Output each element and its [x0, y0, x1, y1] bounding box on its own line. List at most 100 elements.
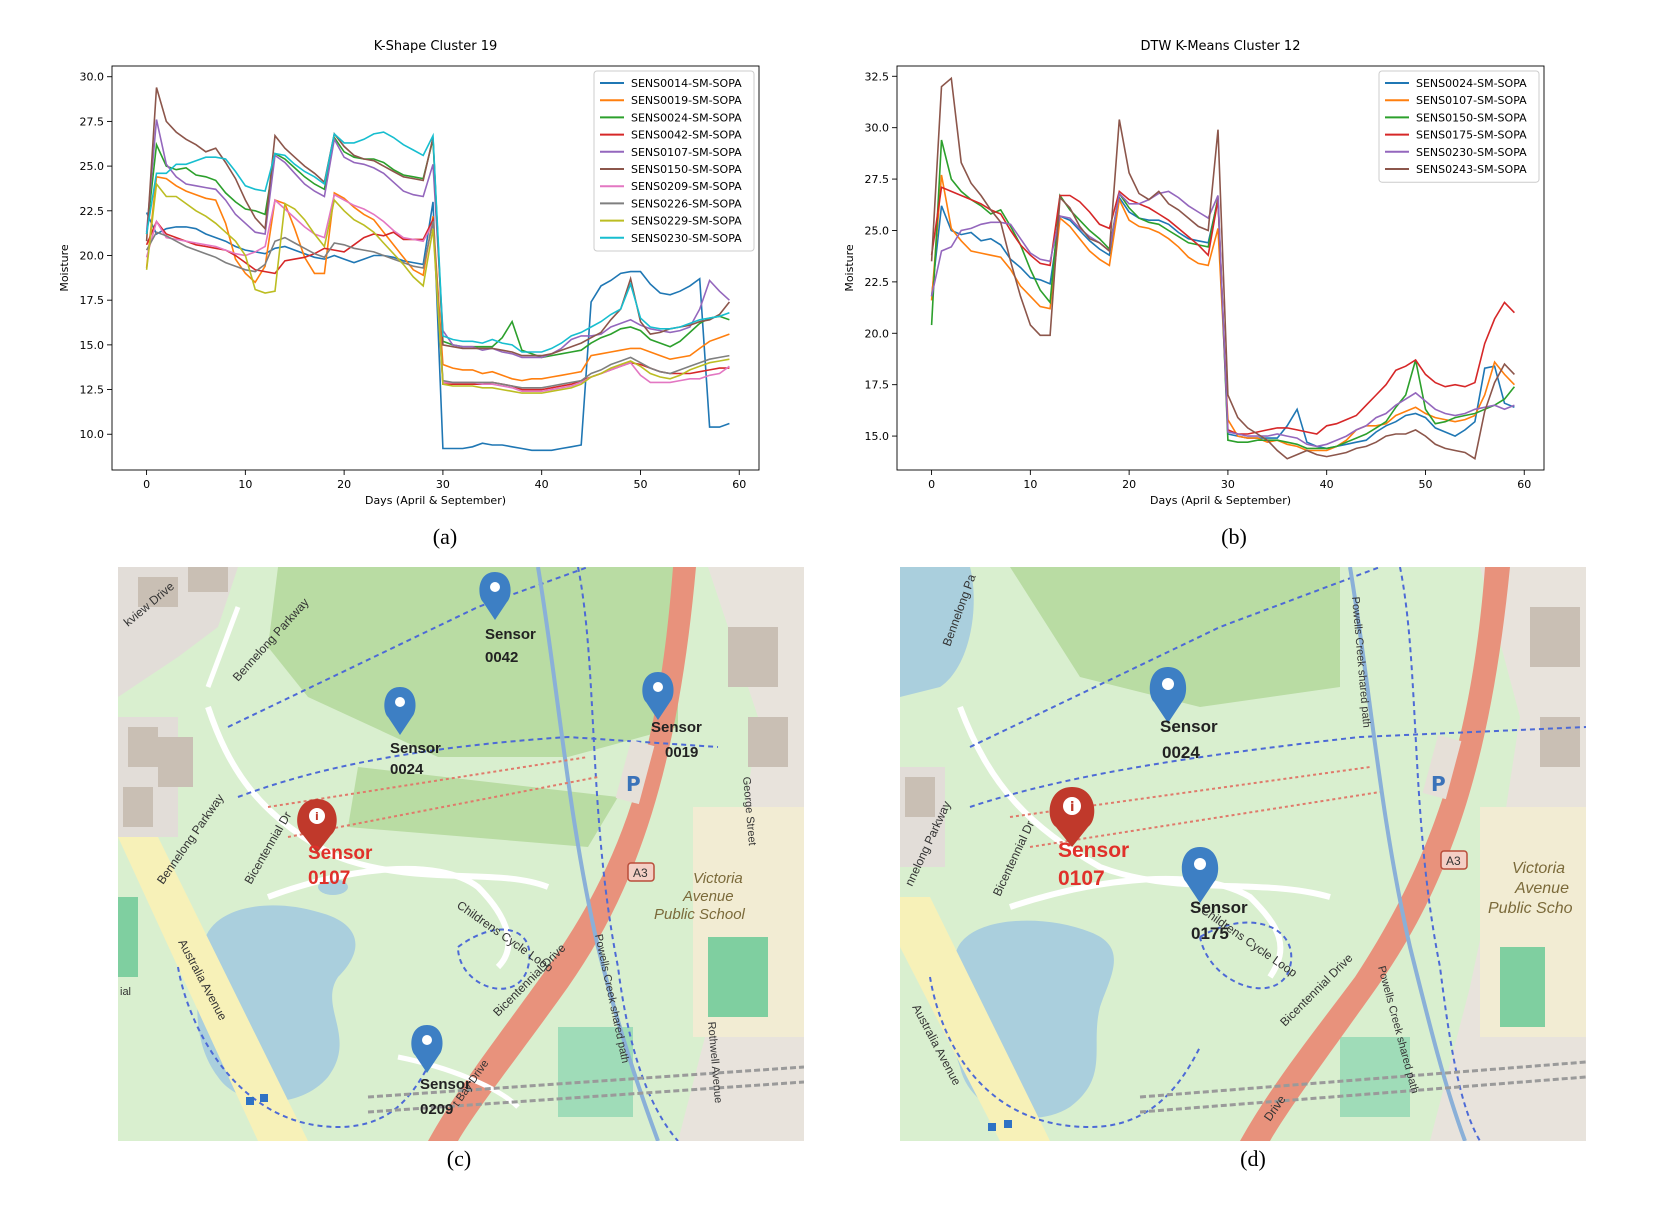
legend-entry: SENS0024-SM-SOPA [631, 111, 742, 124]
trail [969, 726, 1586, 808]
school-label-2: Avenue [682, 888, 734, 905]
pin-sensor-0024[interactable] [1149, 667, 1187, 723]
plot-frame [896, 65, 1545, 471]
caption-a: (a) [432, 524, 458, 549]
x-tick-label: 10 [1023, 478, 1037, 491]
chart-title: K-Shape Cluster 19 [374, 39, 498, 54]
y-tick-label: 25.0 [80, 160, 105, 173]
path [1009, 875, 1284, 979]
legend-entry: SENS0014-SM-SOPA [631, 77, 742, 90]
legend-entry: SENS0175-SM-SOPA [1416, 129, 1527, 142]
sports-field [1500, 947, 1545, 1027]
railway [1139, 1060, 1586, 1099]
building [158, 737, 193, 787]
y-tick-label: 27.5 [80, 115, 105, 128]
pin-label-0107-line2: 0107 [1058, 867, 1105, 890]
legend-box [593, 70, 755, 252]
station-marker [988, 1123, 996, 1131]
pin-label-0024-line2: 0024 [390, 761, 424, 778]
trail [237, 735, 719, 798]
school-label-3: Public School [654, 906, 746, 923]
map-pin-icon [1181, 847, 1219, 903]
trail [1399, 567, 1481, 1141]
pin-label-0042-line1: Sensor [485, 626, 536, 643]
x-tick-label: 20 [1122, 478, 1136, 491]
pin-label-0107-line1: Sensor [308, 843, 373, 864]
y-tick-label: 15.0 [80, 339, 105, 352]
info-pin-icon [1049, 787, 1095, 847]
y-tick-label: 17.5 [80, 294, 105, 307]
map-d[interactable]: Bennelong Pa nnelong Parkway Bicentennia… [900, 567, 1586, 1141]
legend-entry: SENS0226-SM-SOPA [631, 197, 742, 210]
x-tick-label: 20 [337, 478, 351, 491]
pin-sensor-0107[interactable]: i [297, 799, 337, 853]
map-pin-icon [642, 672, 674, 720]
y-tick-label: 10.0 [80, 428, 105, 441]
parking-area [615, 739, 655, 805]
station-marker [260, 1094, 268, 1102]
y-tick-label: 27.5 [865, 173, 890, 186]
railway [367, 1065, 804, 1099]
building [128, 727, 158, 767]
a3-highway [428, 567, 696, 1141]
x-tick-label: 0 [928, 478, 935, 491]
pin-hole [490, 582, 500, 592]
red-path [287, 776, 599, 838]
y-tick-label: 32.5 [865, 70, 890, 83]
x-tick-label: 0 [143, 478, 150, 491]
y-axis-label: Moisture [58, 244, 71, 292]
pin-label-0024-line1: Sensor [1160, 717, 1218, 736]
label-george-street: George Street [740, 776, 758, 846]
y-tick-label: 20.0 [80, 249, 105, 262]
pin-sensor-0024[interactable] [384, 687, 416, 735]
parking-icon: P [626, 772, 641, 796]
legend-entry: SENS0150-SM-SOPA [631, 163, 742, 176]
building [123, 787, 153, 827]
pin-hole [422, 1035, 432, 1045]
pin-sensor-0107[interactable]: i [1049, 787, 1095, 847]
legend-entry: SENS0019-SM-SOPA [631, 94, 742, 107]
building [728, 627, 778, 687]
x-tick-label: 60 [732, 478, 746, 491]
school-label-3: Public Scho [1488, 900, 1573, 917]
sports-field [558, 1027, 633, 1117]
x-axis-label: Days (April & September) [1150, 494, 1291, 507]
lake-small [318, 879, 348, 895]
legend-entry: SENS0042-SM-SOPA [631, 129, 742, 142]
sports-field [1340, 1037, 1410, 1117]
building [905, 777, 935, 817]
legend-entry: SENS0230-SM-SOPA [631, 232, 742, 245]
trail [227, 567, 589, 728]
chart-b: DTW K-Means Cluster 12 0 10 20 30 40 50 60 15.0 1… [843, 39, 1545, 507]
pin-label-0024-line1: Sensor [390, 740, 441, 757]
red-path [1029, 791, 1381, 848]
x-tick-label: 50 [633, 478, 647, 491]
x-axis-label: Days (April & September) [365, 494, 506, 507]
railway [1139, 1075, 1586, 1114]
y-tick-label: 30.0 [865, 122, 890, 135]
pin-label-0209-line2: 0209 [420, 1101, 453, 1118]
path [957, 705, 1331, 900]
wooded-area [1010, 567, 1340, 707]
legend-box [1378, 70, 1540, 183]
map-pin-icon [411, 1025, 443, 1073]
chart-a: K-Shape Cluster 19 0 10 20 30 40 50 60 10.0 12.5 1… [58, 39, 760, 507]
pin-label-0175-line1: Sensor [1190, 898, 1248, 917]
wooded-area [348, 767, 618, 847]
legend-entry: SENS0230-SM-SOPA [1416, 146, 1527, 159]
map-c[interactable]: kview Drive Bennelong Parkway Bennelong … [118, 567, 804, 1141]
pin-sensor-0042[interactable] [479, 572, 511, 620]
trail [457, 928, 531, 990]
pin-hole [1162, 678, 1174, 690]
trail [1199, 921, 1293, 990]
building [138, 577, 178, 607]
legend-entry: SENS0107-SM-SOPA [631, 146, 742, 159]
pin-hole [653, 682, 663, 692]
chart-title: DTW K-Means Cluster 12 [1141, 39, 1301, 54]
pin-label-0024-line2: 0024 [1162, 743, 1200, 762]
pin-sensor-0209[interactable] [411, 1025, 443, 1073]
pin-sensor-0019[interactable] [642, 672, 674, 720]
pin-label-0019-line2: 0019 [665, 744, 698, 761]
pin-sensor-0175[interactable] [1181, 847, 1219, 903]
series-line-sens0014-sm-sopa [145, 201, 730, 452]
